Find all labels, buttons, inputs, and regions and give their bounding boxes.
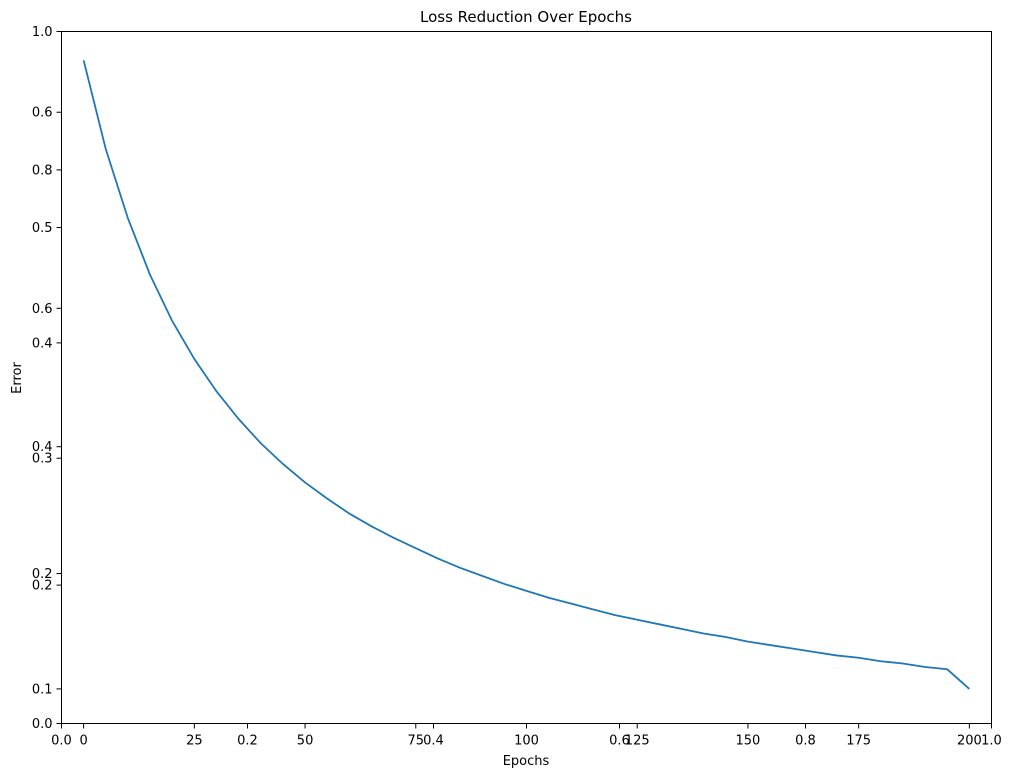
overlay-x-tick-label: 0.6 bbox=[609, 734, 630, 749]
x-tick-label: 125 bbox=[625, 734, 650, 749]
overlay-x-tick-label: 0.2 bbox=[237, 734, 258, 749]
x-tick-label: 200 bbox=[957, 734, 982, 749]
ticks-layer: 0.0 0.2 0.4 0.6 0.8 1.0 0 25 50 75 100 125 150 175 200… bbox=[32, 25, 1002, 749]
x-tick-label: 100 bbox=[514, 734, 539, 749]
loss-curve-line bbox=[82, 60, 970, 690]
x-tick-label: 150 bbox=[736, 734, 761, 749]
overlay-y-tick-label: 0.4 bbox=[32, 440, 53, 455]
overlay-y-tick-label: 1.0 bbox=[32, 25, 53, 40]
x-tick-label: 175 bbox=[846, 734, 871, 749]
x-tick-label: 0 bbox=[80, 734, 88, 749]
x-tick-label: 50 bbox=[297, 734, 314, 749]
y-tick-label: 0.1 bbox=[32, 682, 53, 697]
overlay-x-tick-label: 0.4 bbox=[423, 734, 444, 749]
overlay-y-tick-label: 0.6 bbox=[32, 302, 53, 317]
chart-title: Loss Reduction Over Epochs bbox=[420, 8, 632, 26]
x-tick-label: 25 bbox=[186, 734, 203, 749]
overlay-y-tick-label: 0.2 bbox=[32, 579, 53, 594]
overlay-x-tick-label: 0.8 bbox=[795, 734, 816, 749]
y-tick-label: 0.5 bbox=[32, 221, 53, 236]
y-tick-label: 0.2 bbox=[32, 567, 53, 582]
overlay-y-tick-label: 0.0 bbox=[32, 717, 53, 732]
y-axis-label: Error bbox=[10, 362, 25, 394]
overlay-x-tick-label: 0.0 bbox=[51, 734, 72, 749]
y-tick-label: 0.3 bbox=[32, 452, 53, 467]
series-layer bbox=[82, 60, 970, 690]
y-tick-label: 0.4 bbox=[32, 336, 53, 351]
overlay-x-tick-label: 1.0 bbox=[981, 734, 1002, 749]
x-tick-label: 75 bbox=[408, 734, 425, 749]
overlay-y-tick-label: 0.8 bbox=[32, 163, 53, 178]
y-tick-label: 0.6 bbox=[32, 106, 53, 121]
x-axis-label: Epochs bbox=[503, 754, 550, 769]
